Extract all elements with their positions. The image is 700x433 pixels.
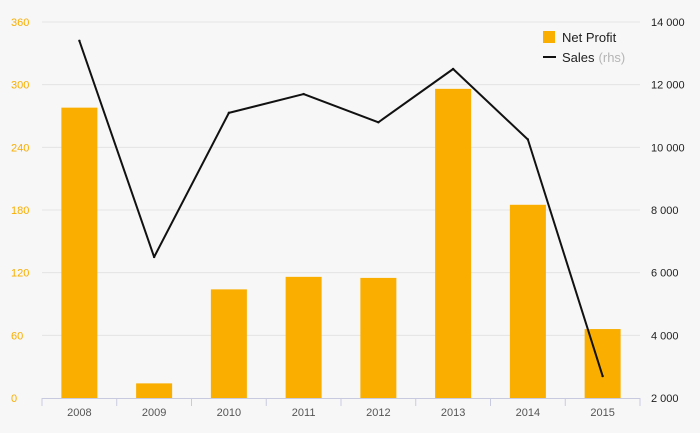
net-profit-bar xyxy=(360,277,397,398)
sales-point xyxy=(526,138,530,141)
net-profit-bar xyxy=(61,107,98,399)
net-profit-bar xyxy=(136,383,173,398)
gridlines xyxy=(42,21,640,336)
net-profit-bar xyxy=(435,88,472,398)
right-axis-tick-label: 12 000 xyxy=(651,80,685,92)
sales-point xyxy=(78,39,81,42)
legend-item-sales: Sales (rhs) xyxy=(543,47,625,67)
x-axis-tick-label: 2013 xyxy=(441,407,465,419)
left-axis-tick-label: 0 xyxy=(11,393,17,405)
right-axis-tick-label: 10 000 xyxy=(651,142,685,154)
sales-line-group xyxy=(78,39,604,378)
right-axis-tick-label: 14 000 xyxy=(651,17,685,29)
left-axis-tick-label: 360 xyxy=(11,17,29,29)
legend-item-net-profit: Net Profit xyxy=(543,27,625,47)
sales-point xyxy=(451,67,455,71)
right-axis-tick-label: 2 000 xyxy=(651,393,679,405)
legend-label-net-profit: Net Profit xyxy=(562,29,617,45)
left-axis-tick-label: 120 xyxy=(11,268,29,280)
x-axis-tick-label: 2014 xyxy=(516,407,540,419)
net-profit-bar xyxy=(285,276,322,398)
x-axis-tick-label: 2012 xyxy=(366,407,390,419)
x-axis-tick-label: 2015 xyxy=(590,407,614,419)
sales-point xyxy=(601,374,604,378)
chart-legend: Net Profit Sales (rhs) xyxy=(543,27,625,67)
sales-point xyxy=(227,111,231,115)
left-axis-tick-label: 60 xyxy=(11,330,23,342)
legend-swatch-sales xyxy=(543,56,556,58)
net-profit-bar xyxy=(210,289,247,398)
x-axis-tick-label: 2008 xyxy=(67,407,91,419)
legend-label-sales: Sales xyxy=(562,49,595,65)
axes: 0 60 120 180 240 300 360 2 000 4 000 6 000 8 000 10… xyxy=(11,17,685,419)
legend-note-rhs: (rhs) xyxy=(598,49,626,65)
sales-point xyxy=(377,121,380,124)
left-axis-tick-label: 240 xyxy=(11,142,29,154)
x-axis-tick-label: 2011 xyxy=(292,407,316,419)
right-axis-tick-label: 8 000 xyxy=(651,205,679,217)
sales-line xyxy=(78,40,604,377)
left-axis-tick-label: 180 xyxy=(11,205,29,217)
x-axis-tick-label: 2009 xyxy=(142,407,166,419)
sales-point xyxy=(152,255,156,259)
net-profit-bars xyxy=(61,88,621,399)
x-axis-tick-label: 2010 xyxy=(217,407,241,419)
sales-point xyxy=(302,92,305,96)
net-profit-bar xyxy=(509,204,546,398)
right-axis-tick-label: 6 000 xyxy=(651,268,679,280)
legend-swatch-net-profit xyxy=(543,31,555,43)
right-axis-tick-label: 4 000 xyxy=(651,330,679,342)
left-axis-tick-label: 300 xyxy=(11,80,29,92)
